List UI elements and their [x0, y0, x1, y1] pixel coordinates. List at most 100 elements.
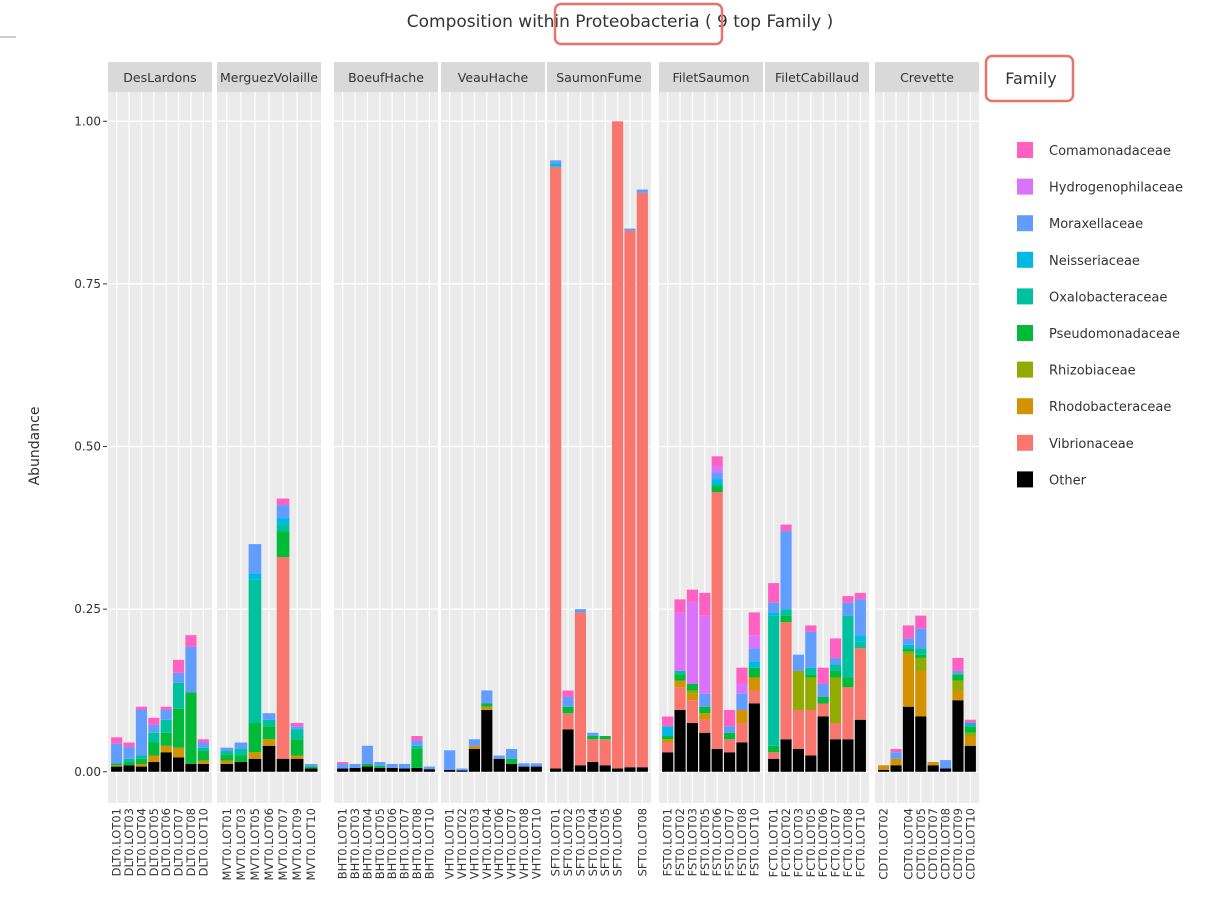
bar-segment — [197, 742, 209, 748]
bar-segment — [481, 690, 493, 704]
x-tick-label: FST0.LOT02 — [673, 808, 687, 876]
x-tick-label: SFT0.LOT03 — [573, 808, 587, 876]
bar-segment — [386, 767, 398, 772]
x-tick-label: BHT0.LOT06 — [385, 808, 399, 879]
x-tick-label: VHT0.LOT04 — [480, 808, 494, 879]
bar-segment — [748, 648, 760, 662]
y-axis-label: Abundance — [27, 407, 43, 486]
bar-segment — [361, 763, 373, 767]
bar-segment — [220, 754, 234, 761]
bar-segment — [830, 638, 842, 658]
bar-segment — [674, 612, 686, 671]
x-tick-label: BHT0.LOT05 — [373, 808, 387, 879]
bar-segment — [927, 762, 939, 766]
strip-background — [547, 62, 651, 92]
bar-segment — [444, 750, 456, 770]
bar-segment — [699, 693, 711, 707]
bar-segment — [699, 713, 711, 720]
bar-segment — [768, 745, 780, 753]
bar-segment — [197, 739, 209, 743]
bar-segment — [160, 752, 172, 772]
bar-segment — [135, 766, 147, 772]
legend-swatch — [1017, 215, 1033, 232]
x-tick-label: MVT0.LOT05 — [248, 808, 262, 881]
x-tick-label: DLT0.LOT06 — [159, 808, 173, 876]
legend-swatch — [1017, 325, 1033, 341]
x-tick-label: VHT0.LOT01 — [443, 808, 457, 879]
bar-segment — [817, 716, 829, 772]
bar-segment — [711, 456, 723, 467]
x-tick-label: DLT0.LOT01 — [110, 808, 124, 876]
strip-label: BoeufHache — [348, 70, 424, 85]
bar-segment — [361, 766, 373, 772]
x-tick-label: FCT0.LOT01 — [767, 808, 781, 877]
bar-segment — [262, 719, 276, 727]
bar-segment — [724, 732, 736, 740]
bar-segment — [493, 758, 505, 772]
legend-label: Vibrionaceae — [1049, 437, 1134, 452]
bar-segment — [792, 749, 804, 772]
bar-segment — [902, 638, 914, 645]
bar-segment — [915, 716, 927, 772]
bar-segment — [724, 709, 736, 727]
bar-segment — [220, 750, 234, 755]
bar-segment — [374, 765, 386, 768]
bar-segment — [952, 674, 964, 681]
bar-segment — [530, 763, 542, 767]
x-tick-label: FCT0.LOT08 — [841, 808, 855, 877]
bar-segment — [234, 755, 248, 763]
bar-segment — [636, 189, 648, 193]
bar-segment — [952, 700, 964, 772]
bar-segment — [173, 659, 185, 673]
bar-segment — [562, 696, 574, 707]
bar-segment — [686, 589, 698, 603]
legend-label: Neisseriaceae — [1049, 254, 1140, 269]
strip-label: MerguezVolaille — [220, 70, 318, 85]
bar-segment — [160, 709, 172, 720]
bar-segment — [805, 709, 817, 756]
strip-background — [765, 62, 869, 92]
bar-segment — [220, 747, 234, 751]
bar-segment — [562, 690, 574, 697]
bar-segment — [662, 739, 674, 743]
bar-segment — [915, 654, 927, 658]
bar-segment — [411, 740, 423, 746]
bar-segment — [562, 729, 574, 772]
bar-segment — [506, 749, 518, 759]
bar-segment — [173, 708, 185, 748]
bar-segment — [123, 765, 135, 772]
bar-segment — [768, 612, 780, 616]
x-tick-label: SFT0.LOT06 — [611, 808, 625, 876]
bar-segment — [386, 763, 398, 768]
bar-segment — [890, 765, 902, 772]
bar-segment — [805, 677, 817, 710]
bar-segment — [135, 706, 147, 710]
bar-segment — [674, 670, 686, 675]
legend-label: Other — [1049, 473, 1087, 488]
bar-segment — [337, 768, 349, 772]
bar-segment — [674, 687, 686, 710]
bar-segment — [736, 667, 748, 684]
panel-background — [334, 92, 438, 803]
bar-segment — [444, 769, 456, 772]
bar-segment — [160, 706, 172, 710]
bar-segment — [148, 742, 160, 756]
x-tick-label: SFT0.LOT05 — [598, 808, 612, 876]
bar-segment — [674, 599, 686, 613]
bar-segment — [123, 758, 135, 763]
bar-segment — [361, 745, 373, 764]
bar-segment — [276, 498, 290, 506]
x-tick-label: VHT0.LOT10 — [529, 808, 543, 879]
bar-segment — [185, 635, 197, 647]
y-tick-label: 1.00 — [74, 114, 101, 128]
bar-segment — [842, 602, 854, 616]
x-tick-label: VHT0.LOT03 — [467, 808, 481, 879]
x-tick-label: DLT0.LOT10 — [196, 808, 210, 876]
bar-segment — [768, 758, 780, 772]
bar-segment — [915, 628, 927, 649]
x-tick-label: FCT0.LOT06 — [816, 808, 830, 877]
strip-background — [217, 62, 321, 92]
bar-segment — [902, 706, 914, 772]
bar-segment — [399, 768, 411, 772]
highlight-box — [984, 54, 1075, 103]
